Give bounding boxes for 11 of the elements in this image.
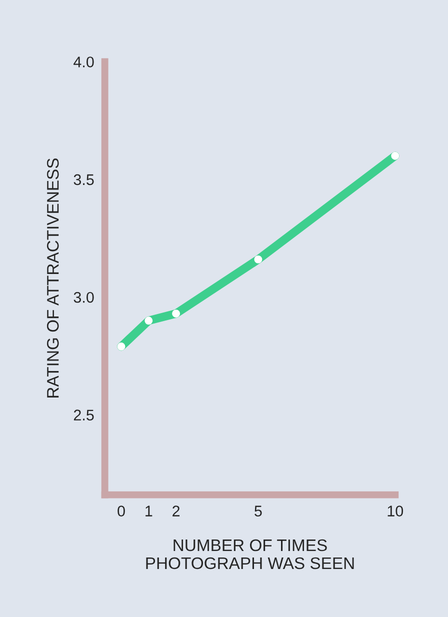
y-tick-label: 4.0	[74, 56, 94, 68]
x-axis-title: NUMBER OF TIMES PHOTOGRAPH WAS SEEN	[146, 539, 354, 570]
y-tick-label: 3.5	[74, 174, 94, 186]
y-tick-label: 2.5	[74, 410, 94, 420]
x-tick-label: 0	[118, 506, 125, 516]
x-tick-label: 5	[254, 506, 262, 516]
x-tick-label: 2	[172, 506, 180, 516]
x-tick-label: 1	[146, 506, 152, 516]
y-axis-title: RATING OF ATTRACTIVENESS	[46, 158, 59, 398]
x-tick-label: 10	[388, 506, 404, 516]
y-tick-label: 3.0	[74, 292, 94, 303]
